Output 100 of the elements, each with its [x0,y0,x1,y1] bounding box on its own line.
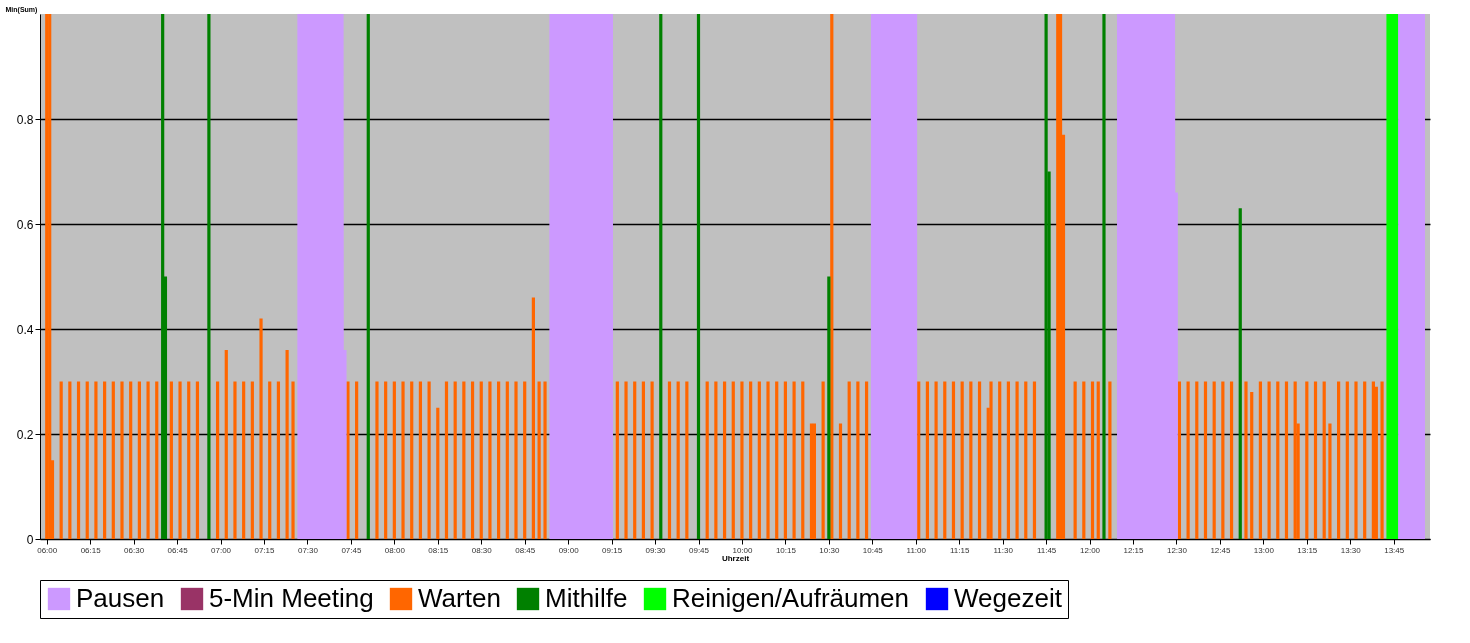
x-tick-label: 13:45 [1384,545,1405,555]
x-tick-label: 10:30 [819,545,840,555]
bar [1024,381,1028,539]
bar [809,423,814,539]
bar [1345,381,1349,539]
bar [1177,381,1182,539]
bar [1090,381,1095,539]
x-tick-label: 07:00 [211,545,232,555]
bar [943,381,947,539]
x-tick-label: 06:15 [80,545,102,555]
bar [401,381,405,539]
bar [161,14,165,539]
bar [436,407,440,539]
bar [1056,14,1060,539]
bar [998,381,1002,539]
bar [641,381,646,539]
x-tick-label: 09:45 [688,545,710,555]
bar [917,381,921,539]
legend-label: Wegezeit [954,583,1063,613]
x-tick-label: 08:15 [428,545,449,555]
x-tick-label: 11:15 [949,545,970,555]
legend-label: Reinigen/Aufräumen [672,583,910,613]
bar [1258,381,1263,539]
bar [444,381,449,539]
bar [137,381,141,539]
bar [847,381,851,539]
x-tick-label: 13:30 [1340,545,1362,555]
bar [85,381,89,539]
y-tick-label: 0.6 [16,217,34,232]
bar [757,381,761,539]
bar [543,381,547,539]
bar [1186,381,1190,539]
x-tick-label: 08:00 [384,545,406,555]
x-tick-label: 12:45 [1210,545,1231,555]
bar [685,381,689,539]
legend-label: Warten [418,583,501,613]
bar [1305,381,1309,539]
y-tick-label: 0.2 [16,427,34,442]
legend-label: Pausen [76,583,165,613]
x-tick-label: 07:45 [341,545,362,555]
bar [497,381,501,539]
legend-label: 5-Min Meeting [209,583,374,613]
y-tick-label: 0.4 [16,322,34,337]
bar [488,381,492,539]
bar [120,381,124,539]
bar [45,14,49,539]
bar [233,381,237,539]
bar [146,381,150,539]
bar [812,423,817,539]
bar [1322,381,1326,539]
bar [1203,381,1208,539]
x-tick-label: 09:15 [602,545,623,555]
bar [276,381,281,539]
bar [977,381,982,539]
x-tick-label: 10:15 [775,545,797,555]
x-tick-label: 06:30 [124,545,145,555]
bar [989,381,993,539]
x-tick-label: 07:30 [297,545,319,555]
bar [169,381,173,539]
bar [1032,381,1037,539]
bar [960,381,964,539]
y-tick-label: 0.8 [16,112,34,127]
bar [453,381,457,539]
bar [1276,381,1280,539]
x-tick-label: 08:45 [515,545,536,555]
bar [224,350,228,539]
x-tick-label: 08:30 [471,545,493,555]
bar [1073,381,1077,539]
bar [1212,381,1216,539]
bar [1082,381,1086,539]
x-tick-label: 13:15 [1297,545,1318,555]
bar [1374,386,1378,539]
bar [1058,14,1063,539]
bar [1267,381,1271,539]
bar [856,381,860,539]
bar [792,381,796,539]
bar [195,381,200,539]
bar [801,381,805,539]
bar [384,381,388,539]
x-tick-label: 09:00 [558,545,580,555]
bar [155,381,159,539]
x-tick-label: 10:45 [862,545,884,555]
x-tick-label: 06:45 [167,545,189,555]
bar [1284,381,1289,539]
bar [187,381,191,539]
x-tick-label: 06:00 [37,545,58,555]
bar [925,381,929,539]
bar [740,381,744,539]
bar [775,381,779,539]
bar [410,381,414,539]
bar [523,381,527,539]
bar [696,14,701,539]
bar [178,381,182,539]
bar [94,381,98,539]
bar [462,381,466,539]
bar [268,381,272,539]
bar [830,14,834,539]
x-tick-label: 12:00 [1080,545,1101,555]
x-axis-title: Uhrzeit [721,553,750,563]
bar [1250,392,1254,539]
